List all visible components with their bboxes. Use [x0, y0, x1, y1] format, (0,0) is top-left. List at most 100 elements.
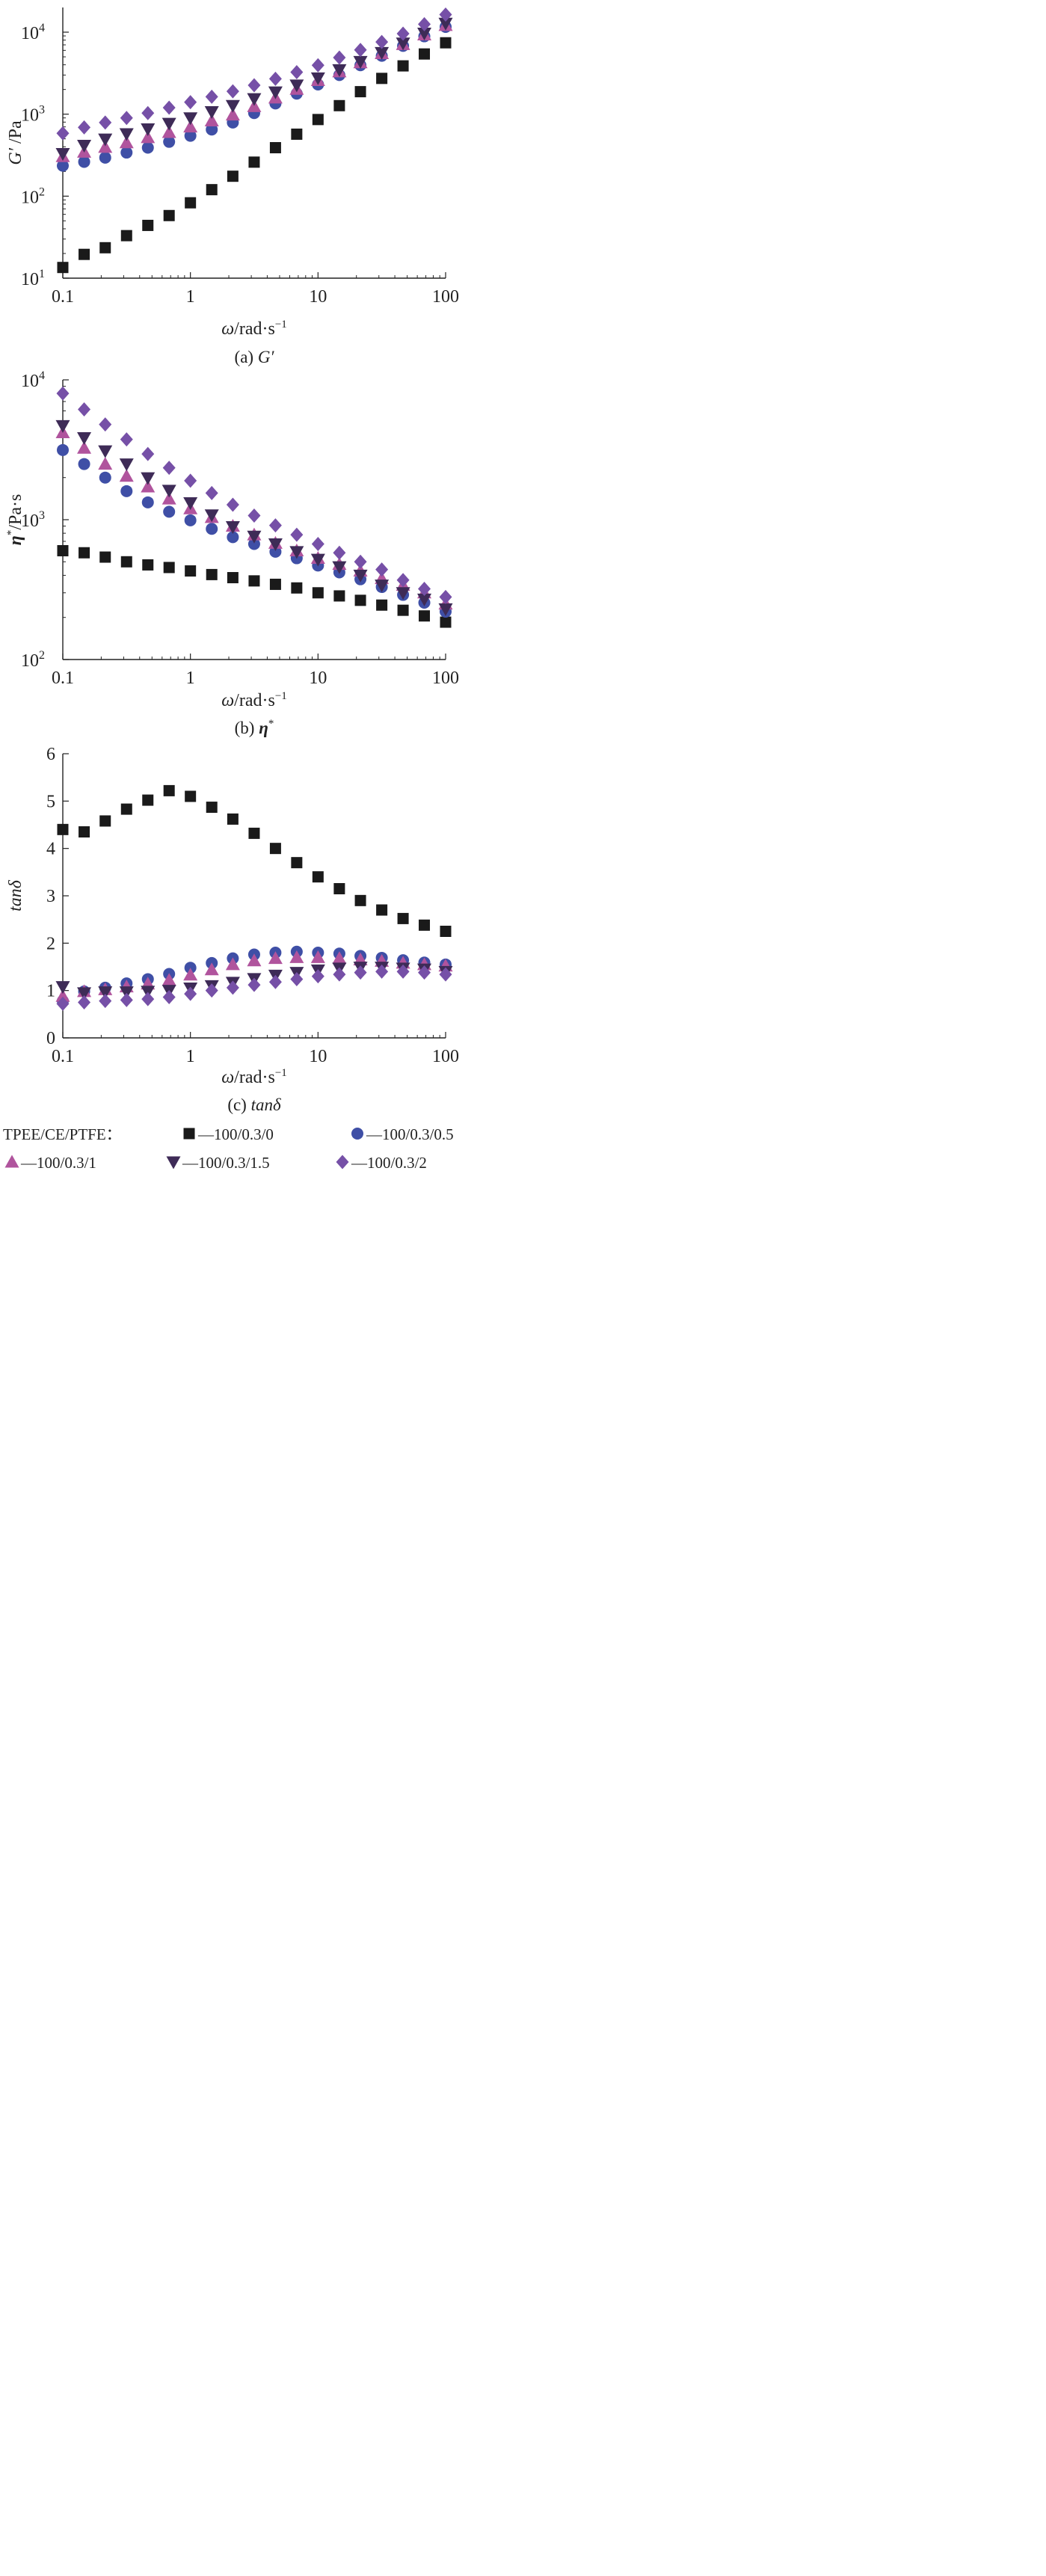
- data-point: [77, 140, 92, 153]
- data-point: [161, 485, 176, 498]
- legend-marker: [183, 1128, 195, 1140]
- data-point: [333, 967, 346, 982]
- series-TPEE-2: [56, 964, 452, 1011]
- data-point: [163, 562, 175, 574]
- x-axis-label: ω/rad·s−1: [221, 1067, 287, 1087]
- legend-item: —100/0.3/2: [336, 1154, 427, 1172]
- data-point: [77, 440, 92, 454]
- data-point: [419, 919, 431, 931]
- data-point: [185, 197, 197, 209]
- x-tick-label: 10: [309, 287, 327, 307]
- data-point: [79, 248, 90, 260]
- data-point: [225, 108, 240, 121]
- data-point: [77, 432, 92, 446]
- data-point: [120, 992, 133, 1007]
- chart-panel-b: 0.1 1 10 100 102 103 104 η*/Pa·s ω/rad·s−1 (b) η*: [5, 369, 459, 737]
- data-point: [418, 582, 431, 597]
- data-point: [333, 545, 346, 560]
- data-point: [119, 458, 134, 472]
- data-point: [226, 84, 239, 99]
- y-tick-label: 4: [46, 840, 55, 859]
- data-point: [141, 479, 156, 493]
- series-TPEE-2: [56, 7, 452, 141]
- y-tick-label: 0: [46, 1029, 55, 1048]
- data-point: [354, 594, 366, 606]
- data-point: [163, 135, 176, 148]
- data-point: [55, 989, 70, 1002]
- data-point: [247, 78, 261, 93]
- data-point: [354, 965, 367, 980]
- y-axis-label: η*/Pa·s: [5, 494, 25, 546]
- data-point: [184, 986, 197, 1001]
- data-point: [183, 112, 198, 126]
- data-point: [184, 95, 197, 110]
- data-point: [98, 445, 113, 458]
- legend: TPEE/CE/PTFE： —100/0.3/0 —100/0.3/0.5 —100/…: [3, 1125, 454, 1172]
- data-point: [227, 170, 239, 182]
- x-tick-label: 100: [432, 668, 459, 688]
- data-point: [163, 784, 175, 796]
- x-axis-label: ω/rad·s−1: [221, 319, 287, 339]
- data-point: [184, 473, 197, 488]
- data-point: [353, 569, 368, 582]
- data-point: [376, 599, 388, 611]
- y-tick-label: 6: [46, 745, 55, 764]
- data-point: [419, 610, 431, 622]
- data-point: [438, 17, 453, 31]
- data-point: [141, 105, 155, 120]
- data-point: [205, 89, 218, 104]
- data-point: [247, 953, 262, 967]
- data-point: [418, 965, 431, 980]
- data-point: [247, 508, 261, 523]
- data-point: [310, 72, 325, 85]
- data-point: [78, 120, 91, 135]
- data-point: [98, 140, 113, 153]
- data-point: [268, 518, 282, 533]
- data-point: [376, 73, 388, 84]
- data-point: [440, 616, 452, 628]
- data-point: [440, 926, 452, 937]
- data-point: [162, 461, 176, 476]
- series-TPEE-2: [56, 386, 452, 604]
- x-tick-label: 0.1: [52, 668, 74, 688]
- data-point: [311, 969, 324, 984]
- legend-marker: [336, 1155, 349, 1169]
- legend-item: —100/0.3/0: [183, 1125, 274, 1143]
- y-axis-label: tanδ: [6, 879, 25, 912]
- data-point: [248, 156, 260, 168]
- data-point: [56, 126, 70, 141]
- data-point: [332, 64, 347, 77]
- data-point: [163, 505, 176, 518]
- series-TPEE-0: [57, 784, 452, 937]
- data-point: [269, 578, 281, 590]
- data-point: [354, 554, 367, 569]
- legend-marker: [351, 1128, 363, 1140]
- data-point: [99, 115, 112, 130]
- data-point: [120, 556, 132, 568]
- data-point: [333, 50, 346, 65]
- data-point: [184, 129, 197, 142]
- data-point: [141, 123, 156, 136]
- data-point: [99, 471, 111, 484]
- data-point: [397, 912, 409, 924]
- data-point: [206, 123, 218, 136]
- x-tick-label: 0.1: [52, 287, 74, 307]
- data-point: [290, 971, 304, 986]
- data-point: [290, 527, 304, 542]
- data-point: [376, 904, 388, 916]
- data-point: [120, 111, 133, 126]
- panel-caption: (c) tanδ: [227, 1095, 281, 1114]
- data-point: [439, 7, 452, 22]
- data-point: [312, 587, 324, 599]
- data-point: [248, 827, 260, 839]
- x-axis-label: ω/rad·s−1: [221, 690, 287, 710]
- data-point: [55, 419, 70, 433]
- data-point: [289, 546, 304, 559]
- data-point: [119, 469, 134, 482]
- y-tick-label: 103: [21, 104, 45, 126]
- data-point: [161, 973, 176, 986]
- data-point: [227, 572, 239, 584]
- data-point: [98, 133, 113, 147]
- data-point: [98, 986, 113, 1000]
